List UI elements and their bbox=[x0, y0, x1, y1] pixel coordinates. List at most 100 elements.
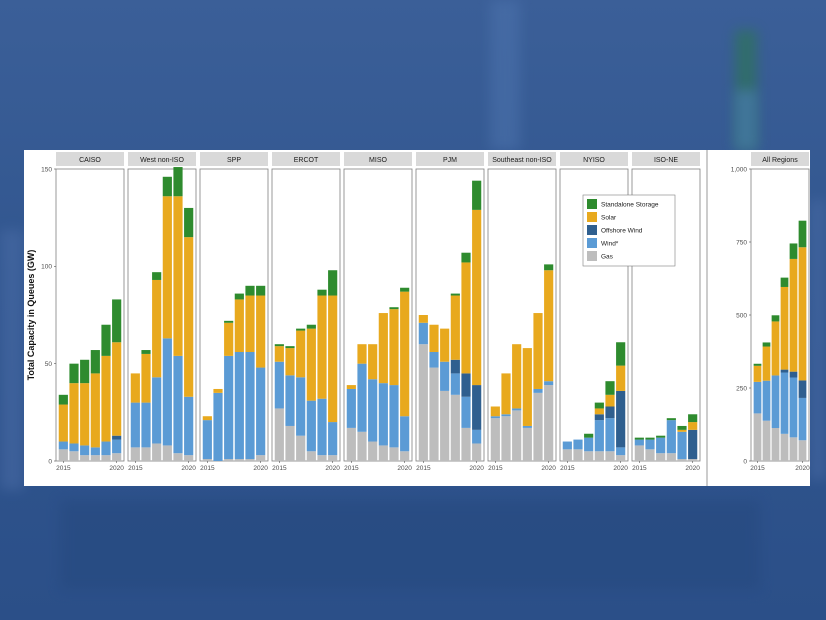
y-tick-label: 50 bbox=[45, 361, 53, 368]
bar-caiso-2020-standalone-storage bbox=[112, 299, 122, 343]
bar-all-regions-2016-wind bbox=[762, 380, 771, 421]
bar-ercot-2015-gas bbox=[274, 408, 284, 461]
legend-label-solar: Solar bbox=[601, 215, 617, 222]
bar-ercot-2020-standalone-storage bbox=[328, 270, 338, 296]
bar-miso-2018-gas bbox=[378, 445, 388, 461]
bar-nyiso-2019-gas bbox=[605, 451, 615, 461]
bar-iso-ne-2017-gas bbox=[656, 453, 666, 461]
bar-pjm-2019-standalone-storage bbox=[461, 252, 471, 263]
bar-miso-2019-gas bbox=[389, 447, 399, 461]
bar-west-non-iso-2020-wind bbox=[184, 396, 194, 456]
x-tick-label-iso-ne-end: 2020 bbox=[685, 465, 700, 472]
facet-title-southeast-non-iso: Southeast non-ISO bbox=[492, 157, 552, 164]
bar-nyiso-2015-gas bbox=[562, 449, 572, 461]
bar-caiso-2016-solar bbox=[69, 383, 79, 444]
bar-spp-2017-standalone-storage bbox=[224, 320, 234, 323]
bar-southeast-non-iso-2017-gas bbox=[512, 410, 522, 461]
bar-west-non-iso-2016-solar bbox=[141, 353, 151, 403]
bar-all-regions-2018-standalone-storage bbox=[780, 277, 789, 287]
facet-title-west-non-iso: West non-ISO bbox=[140, 157, 184, 164]
bar-southeast-non-iso-2019-gas bbox=[533, 392, 543, 461]
x-tick-label-southeast-non-iso-start: 2015 bbox=[488, 465, 503, 472]
bar-nyiso-2020-wind bbox=[616, 447, 626, 456]
bar-miso-2018-wind bbox=[378, 383, 388, 446]
x-tick-label-miso-end: 2020 bbox=[397, 465, 412, 472]
bar-nyiso-2018-gas bbox=[594, 451, 604, 461]
bar-ercot-2020-wind bbox=[328, 422, 338, 456]
facet-title-miso: MISO bbox=[369, 157, 387, 164]
bar-all-regions-2019-solar bbox=[789, 258, 798, 372]
bar-nyiso-2017-wind bbox=[584, 437, 594, 452]
bar-spp-2017-gas bbox=[224, 459, 234, 461]
y-tick-label: 150 bbox=[41, 166, 52, 173]
y-tick-label-all-regions: 250 bbox=[736, 385, 747, 392]
bar-miso-2020-gas bbox=[400, 451, 410, 461]
bar-all-regions-2016-gas bbox=[762, 420, 771, 461]
bar-miso-2020-standalone-storage bbox=[400, 287, 410, 292]
bar-ercot-2018-standalone-storage bbox=[306, 324, 316, 329]
chart-svg: CAISO 2015 2020 West non-ISO 2015 2020 SPP 2015… bbox=[26, 150, 810, 486]
bar-nyiso-2019-solar bbox=[605, 394, 615, 407]
bar-caiso-2017-wind bbox=[80, 445, 90, 456]
x-tick-label-caiso-start: 2015 bbox=[56, 465, 71, 472]
x-tick-label-pjm-start: 2015 bbox=[416, 465, 431, 472]
bar-spp-2019-gas bbox=[245, 459, 255, 461]
facet-strip-pjm bbox=[416, 152, 484, 166]
bar-all-regions-2020-standalone-storage bbox=[798, 220, 807, 248]
bar-west-non-iso-2020-solar bbox=[184, 237, 194, 397]
x-tick-label-west-non-iso-start: 2015 bbox=[128, 465, 143, 472]
bar-caiso-2015-solar bbox=[58, 404, 68, 442]
facet-strip-miso bbox=[344, 152, 412, 166]
bar-nyiso-2019-wind bbox=[605, 418, 615, 452]
bar-iso-ne-2020-solar bbox=[688, 422, 698, 430]
legend-box bbox=[582, 194, 676, 267]
bar-miso-2015-gas bbox=[346, 427, 356, 461]
bar-spp-2018-solar bbox=[234, 299, 244, 352]
bar-nyiso-2016-gas bbox=[573, 449, 583, 461]
bar-nyiso-2016-wind bbox=[573, 439, 583, 450]
bar-caiso-2015-gas bbox=[58, 449, 68, 461]
y-tick-label: 0 bbox=[48, 458, 52, 465]
bar-ercot-2020-gas bbox=[328, 455, 338, 461]
legend-swatch-solar bbox=[587, 212, 597, 222]
bar-west-non-iso-2019-standalone-storage bbox=[173, 167, 183, 197]
bar-west-non-iso-2019-wind bbox=[173, 355, 183, 454]
bar-southeast-non-iso-2018-solar bbox=[522, 348, 532, 426]
bar-miso-2018-solar bbox=[378, 313, 388, 384]
bar-west-non-iso-2015-wind bbox=[130, 402, 140, 448]
bar-all-regions-2015-standalone-storage bbox=[753, 363, 762, 366]
bar-iso-ne-2020-standalone-storage bbox=[688, 414, 698, 423]
bar-miso-2017-solar bbox=[368, 344, 378, 380]
bar-southeast-non-iso-2017-wind bbox=[512, 408, 522, 411]
bar-all-regions-2018-offshore-wind bbox=[780, 369, 789, 373]
bar-miso-2019-standalone-storage bbox=[389, 307, 399, 310]
bar-ercot-2015-standalone-storage bbox=[274, 344, 284, 347]
blurred-background-shape bbox=[490, 0, 520, 150]
bar-west-non-iso-2016-wind bbox=[141, 402, 151, 448]
bar-nyiso-2020-solar bbox=[616, 365, 626, 391]
bar-spp-2020-solar bbox=[256, 295, 266, 368]
bar-miso-2015-wind bbox=[346, 388, 356, 428]
bar-ercot-2019-standalone-storage bbox=[317, 289, 327, 296]
bar-iso-ne-2017-wind bbox=[656, 437, 666, 454]
bar-caiso-2017-solar bbox=[80, 383, 90, 446]
legend-swatch-gas bbox=[587, 251, 597, 261]
bar-pjm-2018-solar bbox=[450, 295, 460, 360]
y-tick-label: 100 bbox=[41, 264, 52, 271]
bar-all-regions-2019-wind bbox=[789, 377, 798, 438]
bar-caiso-2019-gas bbox=[101, 455, 111, 461]
facet-strip-ercot bbox=[272, 152, 340, 166]
x-tick-label-west-non-iso-end: 2020 bbox=[181, 465, 196, 472]
bar-spp-2018-wind bbox=[234, 351, 244, 460]
facet-title-all-regions: All Regions bbox=[762, 157, 798, 164]
bar-southeast-non-iso-2019-wind bbox=[533, 388, 543, 393]
bar-ercot-2019-solar bbox=[317, 295, 327, 399]
x-tick-label-ercot-end: 2020 bbox=[325, 465, 340, 472]
bar-southeast-non-iso-2016-solar bbox=[501, 373, 511, 415]
bar-pjm-2019-offshore-wind bbox=[461, 373, 471, 397]
bar-pjm-2017-gas bbox=[440, 390, 450, 461]
bar-all-regions-2015-gas bbox=[753, 413, 762, 461]
bar-miso-2015-solar bbox=[346, 385, 356, 389]
bar-pjm-2020-solar bbox=[472, 209, 482, 386]
facet-title-nyiso: NYISO bbox=[583, 157, 605, 164]
